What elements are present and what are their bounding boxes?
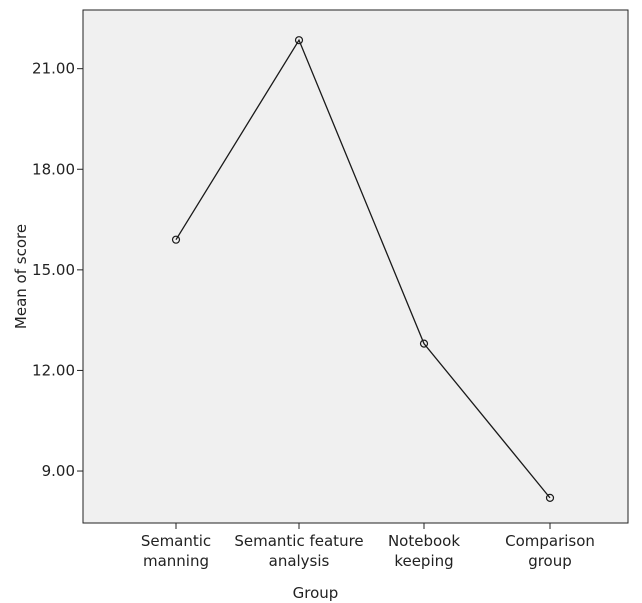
- data-point: [171, 235, 181, 244]
- y-tick-label: 12.00: [32, 361, 75, 379]
- series-line: [175, 38, 551, 499]
- y-tick-label: 21.00: [32, 60, 75, 78]
- y-axis: 9.00 12.00 15.00 18.00 21.00: [32, 60, 83, 480]
- plot-area: [82, 9, 629, 524]
- y-tick-label: 18.00: [32, 160, 75, 178]
- data-point: [545, 493, 555, 502]
- x-tick-label: Semantic manning: [141, 532, 211, 570]
- series-points: [171, 36, 555, 502]
- y-tick-label: 9.00: [42, 462, 75, 480]
- x-axis: Semantic manning Semantic feature analysis N…: [141, 523, 595, 570]
- data-point: [419, 339, 429, 348]
- x-tick-label: Notebook keeping: [388, 532, 460, 570]
- x-tick-label: Semantic feature analysis: [234, 532, 363, 570]
- x-axis-title: Group: [293, 584, 339, 602]
- y-tick-label: 15.00: [32, 261, 75, 279]
- x-tick-label: Comparison group: [505, 532, 595, 570]
- y-axis-title: Mean of score: [12, 224, 30, 329]
- data-point: [294, 36, 304, 45]
